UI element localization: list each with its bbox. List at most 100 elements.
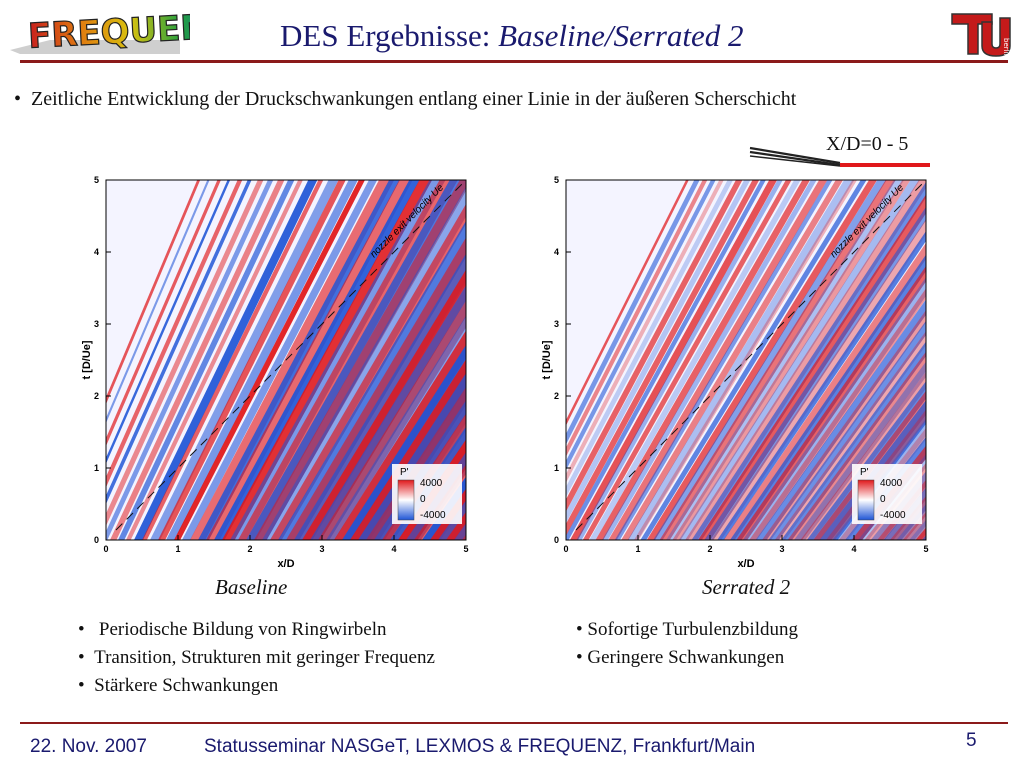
pressure-stripe	[659, 180, 896, 540]
pressure-stripe	[358, 373, 466, 540]
colorbar-tick-label: -4000	[420, 510, 446, 521]
y-tick-label: 5	[554, 175, 559, 185]
pressure-stripe	[666, 180, 905, 540]
x-tick-label: 5	[923, 544, 928, 554]
pressure-stripe	[166, 180, 358, 540]
x-axis-label: x/D	[277, 558, 294, 568]
svg-text:berlin: berlin	[1002, 38, 1010, 58]
y-tick-label: 2	[554, 391, 559, 401]
page-title: DES Ergebnisse: Baseline/Serrated 2	[280, 18, 744, 54]
baseline-plot: nozzle exit velocity Ue0 1 2 3 4 5012345x/Dt …	[81, 175, 478, 568]
pressure-stripe	[262, 186, 466, 540]
pressure-stripe	[576, 180, 783, 540]
y-tick-label: 4	[94, 247, 99, 257]
pressure-stripe	[730, 254, 926, 540]
pressure-stripe	[566, 180, 734, 498]
pressure-stripe	[566, 180, 751, 524]
y-tick-label: 2	[94, 391, 99, 401]
pressure-stripe	[182, 180, 378, 540]
footer-date: 22. Nov. 2007	[30, 736, 147, 757]
pressure-stripe	[646, 180, 878, 540]
pressure-stripe	[106, 180, 221, 447]
frequenz-logo: FREQUENZ	[10, 5, 235, 61]
pressure-stripe	[672, 180, 911, 540]
list-item: • Transition, Strukturen mit geringer Fr…	[78, 647, 435, 668]
colorbar-tick-label: 4000	[420, 478, 443, 489]
y-axis-label: t [D/Ue]	[541, 340, 553, 379]
pressure-stripe	[342, 344, 466, 540]
colorbar-tick-label: 0	[880, 494, 886, 505]
pressure-stripe	[582, 180, 792, 540]
pressure-stripe	[589, 180, 801, 540]
pressure-field	[566, 180, 938, 540]
main-bullet: • Zeitliche Entwicklung der Druckschwanku…	[14, 88, 797, 110]
pressure-stripe	[787, 351, 926, 540]
main-bullet-text: Zeitliche Entwicklung der Druckschwankun…	[31, 88, 797, 110]
pressure-stripe	[640, 180, 867, 540]
y-tick-label: 5	[94, 175, 99, 185]
pressure-stripe	[691, 181, 926, 540]
pressure-stripe	[106, 180, 231, 464]
tu-berlin-logo: berlin	[948, 8, 1018, 63]
pressure-stripe	[198, 180, 400, 540]
plot-frame	[565, 179, 927, 541]
pressure-stripe	[614, 180, 833, 540]
x-tick-label: 0	[563, 544, 568, 554]
colorbar-tick-label: -4000	[880, 510, 906, 521]
y-axis-label: t [D/Ue]	[81, 340, 93, 379]
caption-baseline: Baseline	[215, 575, 288, 599]
pressure-stripe	[286, 237, 466, 540]
pressure-stripe	[158, 180, 346, 540]
pressure-stripe	[935, 180, 938, 540]
page-number: 5	[966, 730, 977, 751]
footer-text: Statusseminar NASGeT, LEXMOS & FREQUENZ,…	[204, 736, 756, 757]
pressure-stripe	[762, 310, 926, 540]
svg-text:FREQUENZ: FREQUENZ	[27, 6, 190, 56]
pressure-stripe	[915, 527, 926, 540]
pressure-stripe	[142, 180, 324, 540]
pressure-stripe	[106, 180, 274, 540]
y-tick-label: 0	[554, 535, 559, 545]
y-tick-label: 3	[94, 319, 99, 329]
colorbar-title: P'	[860, 467, 869, 478]
footer-divider	[20, 722, 1008, 724]
pressure-stripe	[627, 180, 855, 540]
pressure-stripe	[134, 180, 318, 540]
pressure-stripe	[819, 400, 926, 540]
plot-frame	[105, 179, 467, 541]
y-tick-label: 0	[94, 535, 99, 545]
colorbar-title: P'	[400, 467, 409, 478]
y-tick-label: 3	[554, 319, 559, 329]
pressure-stripe	[310, 285, 466, 540]
pressure-stripe	[222, 180, 433, 540]
x-tick-label: 5	[463, 544, 468, 554]
x-axis-label: x/D	[737, 558, 754, 568]
pressure-stripe	[608, 180, 828, 540]
title-italic: Baseline/Serrated 2	[498, 18, 744, 53]
pressure-stripe	[174, 180, 365, 540]
pressure-stripe	[470, 180, 478, 540]
list-item: • Periodische Bildung von Ringwirbeln	[78, 619, 387, 640]
list-item: • Geringere Schwankungen	[576, 647, 785, 668]
serrated-bullets: • Sofortige Turbulenzbildung • Geringere…	[576, 616, 798, 672]
pressure-stripe	[570, 180, 778, 540]
pressure-stripe	[774, 331, 926, 540]
pressure-stripe	[566, 180, 766, 540]
pressure-stripe	[106, 180, 264, 526]
colorbar	[857, 479, 875, 521]
pressure-stripe	[150, 180, 339, 540]
colorbar-tick-label: 4000	[880, 478, 903, 489]
pressure-stripe	[214, 180, 420, 540]
y-tick-label: 1	[94, 463, 99, 473]
nozzle-sketch	[748, 132, 938, 177]
x-tick-label: 1	[175, 544, 180, 554]
pressure-stripe	[621, 180, 844, 540]
pressure-stripe	[118, 180, 295, 540]
x-tick-label: 0	[103, 544, 108, 554]
pressure-stripe	[106, 180, 243, 488]
pressure-stripe	[678, 180, 920, 540]
pressure-stripe	[334, 330, 466, 540]
x-tick-label: 3	[779, 544, 784, 554]
serrated-plot: nozzle exit velocity Ue0 1 2 3 4 5012345x/Dt …	[541, 175, 938, 568]
y-tick-label: 1	[554, 463, 559, 473]
